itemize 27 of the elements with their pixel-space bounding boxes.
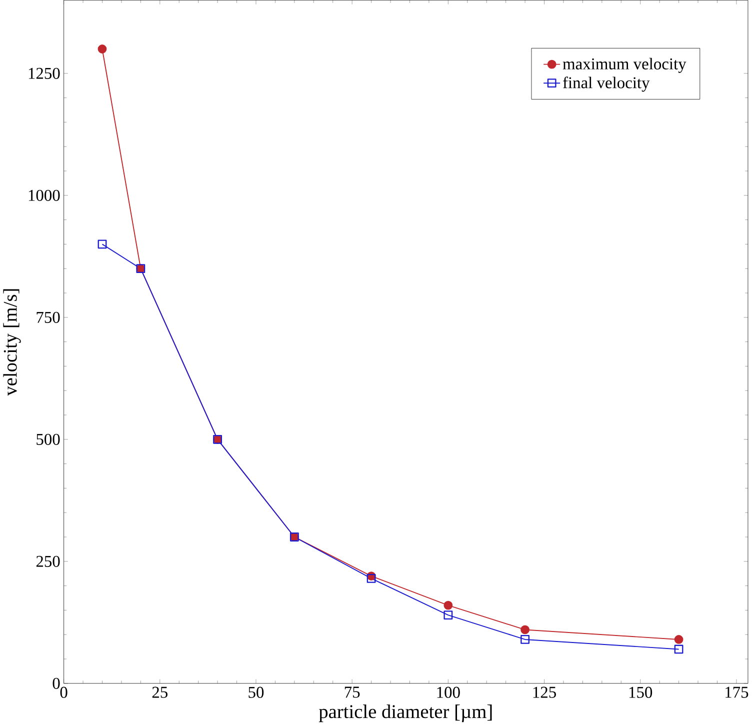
x-tick-label: 150 (629, 686, 652, 698)
x-tick-label: 50 (248, 686, 264, 698)
y-tick-label: 750 (36, 312, 60, 323)
x-tick-label: 100 (437, 686, 460, 698)
y-tick-label: 1000 (28, 190, 60, 201)
point (520, 634, 530, 644)
point (674, 644, 684, 654)
point (444, 610, 453, 620)
legend-label: final velocity (563, 76, 650, 92)
y-tick-label: 500 (36, 434, 60, 445)
y-tick-label: 0 (52, 678, 60, 689)
point (444, 600, 453, 610)
point (674, 634, 684, 644)
x-tick-label: 125 (533, 686, 556, 698)
x-axis-title: particle diameter [µm] (318, 704, 492, 722)
x-tick-label: 175 (726, 686, 748, 698)
legend-label: maximum velocity (562, 58, 686, 73)
point (520, 625, 530, 634)
x-tick-label: 75 (344, 686, 360, 698)
x-tick-label: 25 (152, 686, 168, 698)
y-axis-title: velocity [m/s] (3, 289, 21, 396)
y-tick-label: 250 (36, 556, 60, 567)
y-tick-label: 1250 (28, 68, 60, 79)
point (98, 44, 107, 54)
point (98, 240, 107, 248)
x-tick-label: 0 (60, 686, 68, 698)
point (366, 574, 376, 583)
